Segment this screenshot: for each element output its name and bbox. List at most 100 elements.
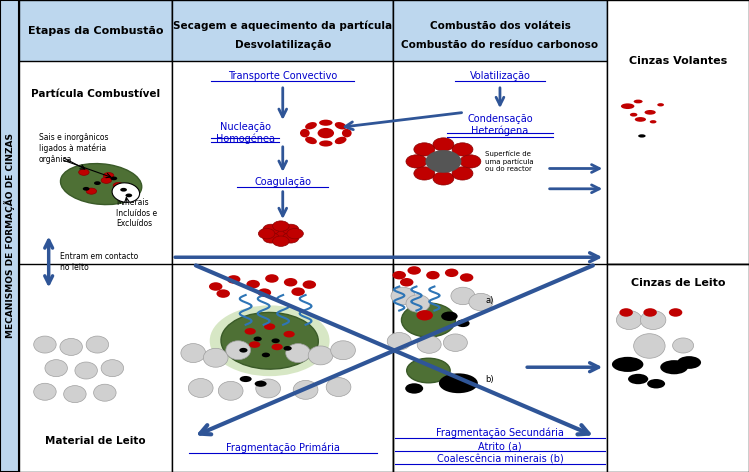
Ellipse shape <box>319 120 333 126</box>
Circle shape <box>400 278 413 287</box>
FancyBboxPatch shape <box>19 0 749 472</box>
Circle shape <box>216 289 230 298</box>
Ellipse shape <box>79 169 89 175</box>
Circle shape <box>619 308 633 317</box>
Ellipse shape <box>210 305 330 376</box>
Ellipse shape <box>283 331 295 337</box>
Ellipse shape <box>405 383 423 394</box>
Text: Partícula Combustível: Partícula Combustível <box>31 89 160 100</box>
Text: Atrito (a): Atrito (a) <box>478 441 522 451</box>
Ellipse shape <box>271 344 283 350</box>
Text: Transporte Convectivo: Transporte Convectivo <box>228 70 337 81</box>
Text: a): a) <box>485 296 494 305</box>
Circle shape <box>282 233 299 243</box>
Circle shape <box>227 275 240 284</box>
Text: Nucleação
Homogénea: Nucleação Homogénea <box>216 122 275 144</box>
Circle shape <box>643 308 657 317</box>
Ellipse shape <box>406 295 430 312</box>
Circle shape <box>414 167 435 180</box>
Ellipse shape <box>612 357 643 372</box>
Ellipse shape <box>111 177 117 180</box>
Ellipse shape <box>112 183 139 202</box>
Circle shape <box>414 143 435 156</box>
Text: Fragmentação Secundária: Fragmentação Secundária <box>436 428 564 438</box>
FancyBboxPatch shape <box>19 0 172 61</box>
Circle shape <box>669 308 682 317</box>
FancyBboxPatch shape <box>607 0 749 264</box>
Circle shape <box>407 266 421 275</box>
Ellipse shape <box>113 182 124 188</box>
Ellipse shape <box>271 338 280 343</box>
FancyBboxPatch shape <box>0 0 19 472</box>
Circle shape <box>273 236 289 246</box>
Ellipse shape <box>342 129 352 137</box>
Ellipse shape <box>86 188 97 194</box>
Ellipse shape <box>309 346 333 365</box>
Circle shape <box>433 172 454 185</box>
Circle shape <box>460 273 473 282</box>
Circle shape <box>425 150 461 173</box>
Text: b): b) <box>485 375 494 384</box>
Ellipse shape <box>616 311 642 329</box>
Circle shape <box>273 228 289 239</box>
Text: Minerais
Incluídos e
Excluídos: Minerais Incluídos e Excluídos <box>116 198 157 228</box>
Text: Secagem e aquecimento da partícula: Secagem e aquecimento da partícula <box>173 21 392 31</box>
Ellipse shape <box>60 338 82 355</box>
Text: Desvolatilização: Desvolatilização <box>234 40 331 50</box>
Ellipse shape <box>189 379 213 397</box>
Text: Superfície de
uma partícula
ou do reactor: Superfície de uma partícula ou do reacto… <box>485 151 534 172</box>
Ellipse shape <box>451 287 475 305</box>
Ellipse shape <box>628 374 648 384</box>
Ellipse shape <box>647 379 665 388</box>
Ellipse shape <box>644 110 655 115</box>
Circle shape <box>452 143 473 156</box>
Ellipse shape <box>75 362 97 379</box>
Circle shape <box>460 155 481 168</box>
Text: Sais e inorgânicos
ligados à matéria
orgânica: Sais e inorgânicos ligados à matéria org… <box>39 134 109 164</box>
Text: Condensação
Heterógena: Condensação Heterógena <box>467 114 533 136</box>
Ellipse shape <box>181 344 205 362</box>
Circle shape <box>246 280 260 288</box>
Ellipse shape <box>293 380 318 399</box>
Ellipse shape <box>305 122 317 129</box>
FancyBboxPatch shape <box>393 0 607 61</box>
Ellipse shape <box>255 380 267 387</box>
Text: Coalescência minerais (b): Coalescência minerais (b) <box>437 454 563 464</box>
Ellipse shape <box>240 348 247 353</box>
Ellipse shape <box>305 137 317 144</box>
Ellipse shape <box>86 336 109 353</box>
Ellipse shape <box>456 320 470 327</box>
Text: Coagulação: Coagulação <box>254 177 312 187</box>
Circle shape <box>406 155 427 168</box>
Ellipse shape <box>101 177 112 184</box>
Ellipse shape <box>658 103 664 106</box>
Ellipse shape <box>469 294 493 311</box>
FancyBboxPatch shape <box>172 0 393 61</box>
Ellipse shape <box>640 311 666 329</box>
Circle shape <box>433 138 454 151</box>
Ellipse shape <box>335 137 347 144</box>
FancyBboxPatch shape <box>607 264 749 472</box>
Ellipse shape <box>101 360 124 377</box>
Ellipse shape <box>283 346 292 351</box>
Circle shape <box>284 278 297 287</box>
Ellipse shape <box>103 173 114 178</box>
Circle shape <box>258 288 271 297</box>
Circle shape <box>392 271 406 279</box>
Circle shape <box>265 274 279 283</box>
Ellipse shape <box>300 129 309 137</box>
Text: Material de Leito: Material de Leito <box>45 436 145 447</box>
Ellipse shape <box>94 384 116 401</box>
Circle shape <box>318 128 334 138</box>
Ellipse shape <box>326 378 351 396</box>
Ellipse shape <box>443 334 467 351</box>
Ellipse shape <box>638 135 646 138</box>
Ellipse shape <box>407 358 450 383</box>
Ellipse shape <box>621 103 634 109</box>
Text: Volatilização: Volatilização <box>470 70 530 81</box>
Circle shape <box>445 269 458 277</box>
Ellipse shape <box>126 194 132 197</box>
Ellipse shape <box>677 356 701 369</box>
Circle shape <box>287 228 303 239</box>
Text: Combustão dos voláteis: Combustão dos voláteis <box>429 21 571 31</box>
